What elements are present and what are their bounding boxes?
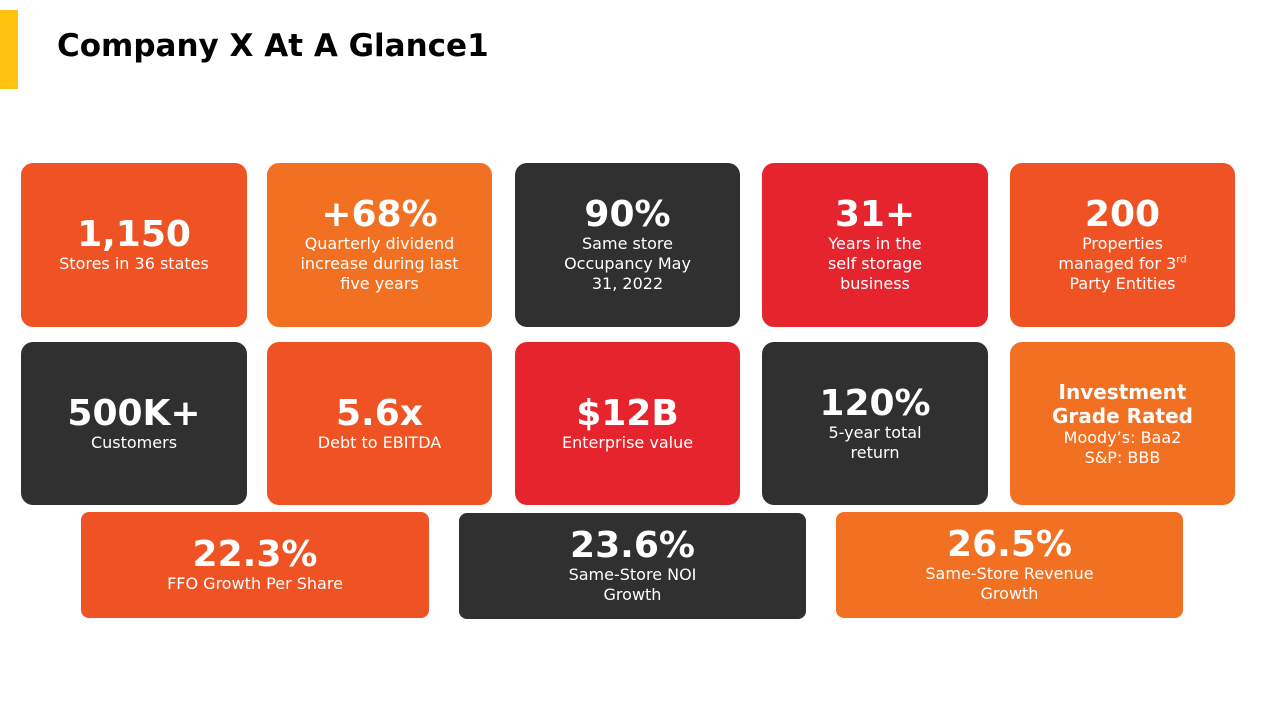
stat-label: S&P: BBB	[1084, 447, 1161, 467]
stat-value: 5.6x	[336, 392, 423, 434]
stat-label: increase during last	[300, 254, 459, 273]
stat-value: 200	[1084, 194, 1161, 235]
stat-label: Quarterly dividend	[304, 234, 455, 253]
stat-label: Properties	[1082, 234, 1163, 253]
stat-label: Same-Store Revenue	[925, 564, 1094, 583]
ordinal-suffix: rd	[1176, 254, 1187, 266]
stat-value: 120%	[819, 382, 931, 424]
stat-label: 31, 2022	[591, 274, 664, 293]
slide-title: Company X At A Glance1	[57, 28, 489, 64]
stat-label: Debt to EBITDA	[317, 432, 442, 452]
stat-label: managed for 3rd	[1058, 254, 1186, 274]
stat-tile-enterprise-value: $12B Enterprise value	[515, 342, 740, 505]
stat-label: Enterprise value	[561, 432, 694, 452]
stat-tile-stores: 1,150 Stores in 36 states	[21, 163, 247, 327]
stat-value: 500K+	[67, 392, 201, 434]
stat-tile-dividend: +68% Quarterly dividend increase during …	[267, 163, 492, 327]
stat-label: five years	[340, 274, 419, 293]
stat-tile-credit-rating: Investment Grade Rated Moody’s: Baa2 S&P…	[1010, 342, 1235, 505]
stat-label: Party Entities	[1069, 274, 1176, 293]
stat-tile-total-return: 120% 5-year total return	[762, 342, 988, 505]
stat-label: 5-year total	[828, 422, 922, 442]
stat-tile-ffo-growth: 22.3% FFO Growth Per Share	[81, 512, 429, 618]
stat-value: 22.3%	[192, 534, 318, 575]
stat-value: $12B	[576, 392, 679, 434]
stat-label: business	[840, 274, 910, 293]
stat-label: FFO Growth Per Share	[167, 574, 343, 593]
stat-label: Customers	[90, 432, 178, 452]
stat-tile-occupancy: 90% Same store Occupancy May 31, 2022	[515, 163, 740, 327]
stat-tile-debt: 5.6x Debt to EBITDA	[267, 342, 492, 505]
stat-tile-customers: 500K+ Customers	[21, 342, 247, 505]
stat-label: Moody’s: Baa2	[1063, 427, 1182, 447]
stat-label-text: managed for 3	[1058, 254, 1177, 273]
stat-tile-revenue-growth: 26.5% Same-Store Revenue Growth	[836, 512, 1183, 618]
stat-label: Growth	[603, 585, 662, 604]
stat-label: Occupancy May	[564, 254, 691, 273]
stat-value: Grade Rated	[1052, 403, 1193, 428]
stat-tile-properties: 200 Properties managed for 3rd Party Ent…	[1010, 163, 1235, 327]
stat-label: Same-Store NOI	[568, 565, 697, 584]
stat-label: self storage	[827, 254, 923, 273]
stat-label: Same store	[582, 234, 673, 253]
stat-tile-noi-growth: 23.6% Same-Store NOI Growth	[459, 513, 806, 619]
stat-value: 26.5%	[947, 524, 1072, 565]
stat-value: Investment	[1058, 379, 1187, 404]
stat-value: 31+	[834, 194, 916, 235]
stat-label: Years in the	[828, 234, 922, 253]
stat-tile-years: 31+ Years in the self storage business	[762, 163, 988, 327]
stat-label: Growth	[980, 584, 1039, 603]
stat-value: +68%	[321, 194, 438, 235]
stat-value: 23.6%	[570, 525, 695, 566]
title-accent-bar	[0, 10, 18, 89]
stat-label: Stores in 36 states	[59, 254, 209, 273]
stat-value: 1,150	[77, 214, 191, 255]
stat-label: return	[850, 442, 900, 462]
stat-value: 90%	[584, 194, 671, 235]
